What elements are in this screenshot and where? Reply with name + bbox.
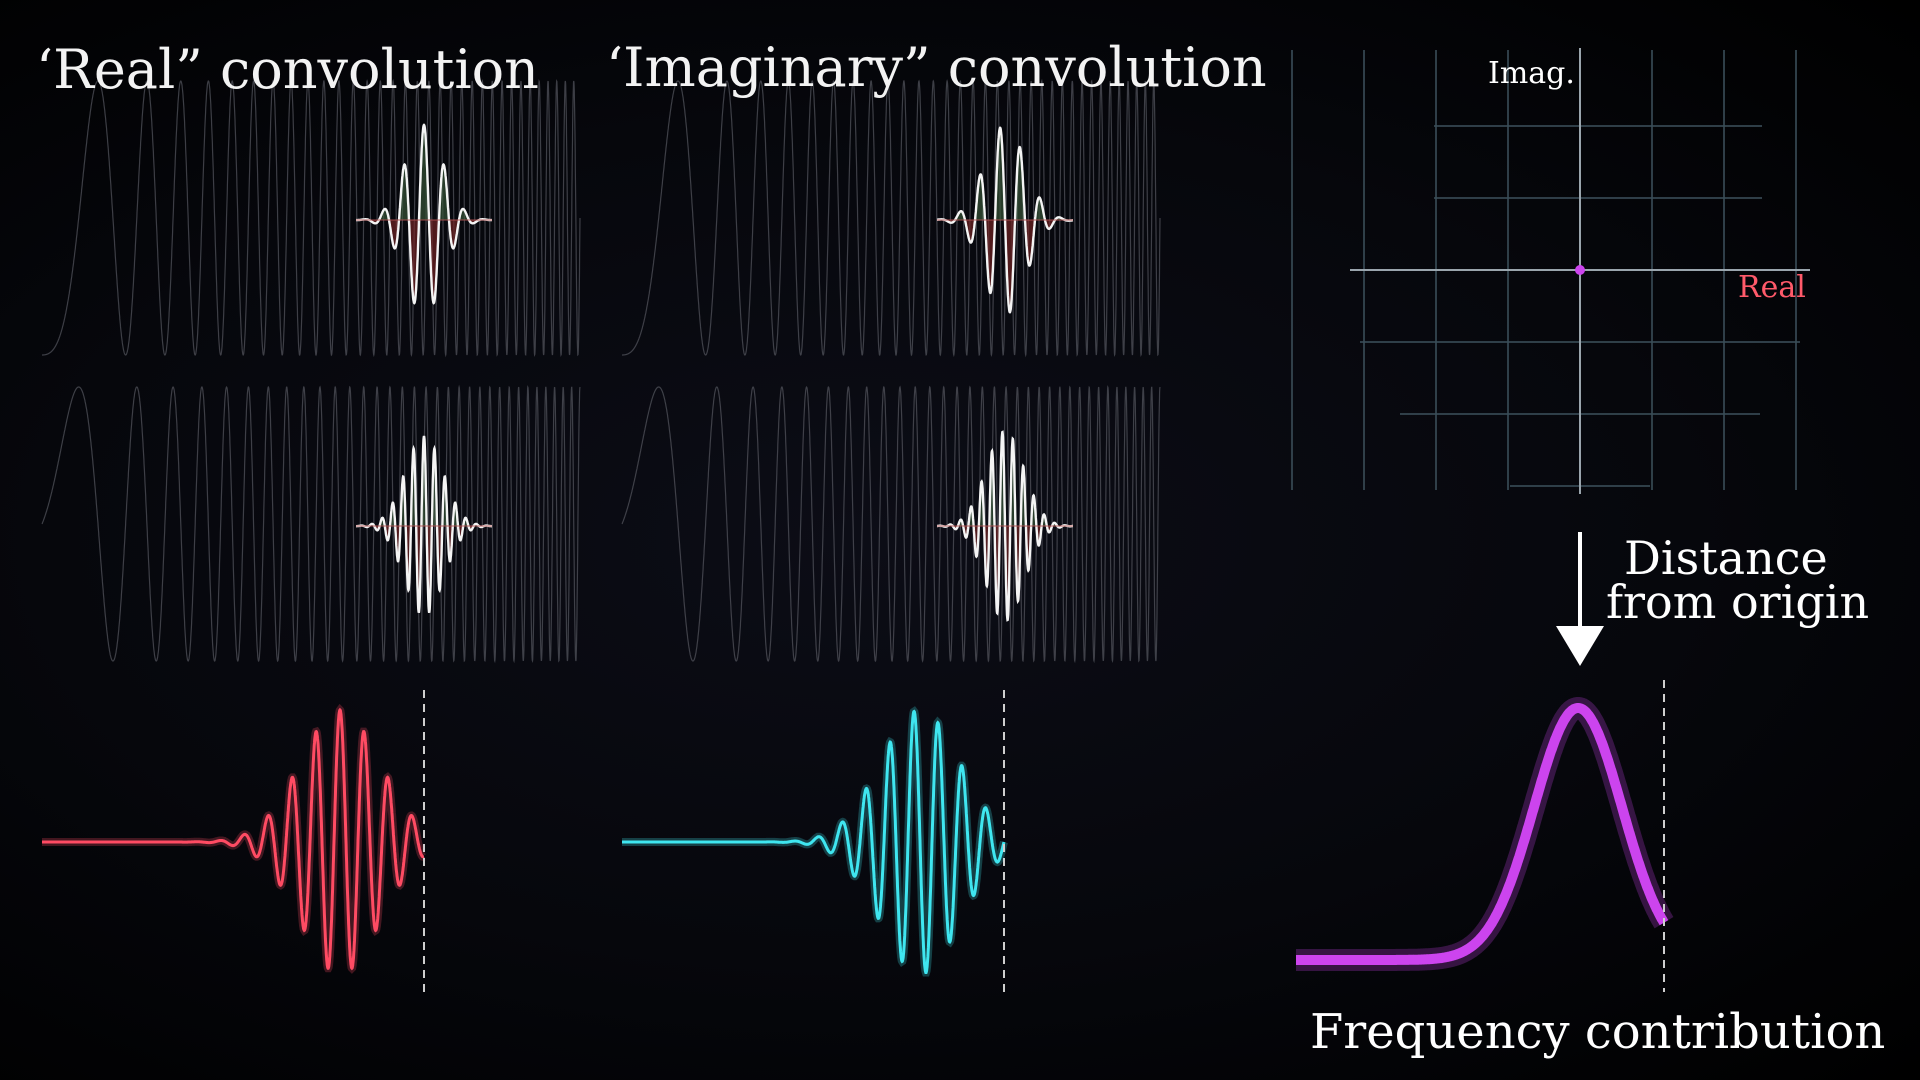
imaginary-convolution-output: [622, 709, 1006, 974]
chirp-waves: [41, 78, 1161, 664]
imag-axis-label: Imag.: [1488, 56, 1575, 91]
chirp-wave-imag-top: [622, 78, 1161, 358]
complex-plane-grid: [1291, 48, 1810, 494]
real-convolution-output: [42, 707, 425, 971]
product-wavelet-imag-bottom: [936, 430, 1074, 622]
product-wavelet-real-bottom: [356, 435, 492, 614]
product-wavelet-real-top: [356, 123, 492, 305]
product-wavelet-imag-top: [936, 126, 1074, 314]
real-convolution-title: ‘Real” convolution: [36, 38, 539, 101]
convolution-outputs: [42, 680, 1674, 992]
chirp-wave-real-bottom: [41, 384, 581, 664]
frequency-contribution-curve: [1296, 703, 1669, 965]
imaginary-convolution-title: ‘Imaginary” convolution: [606, 36, 1267, 99]
real-axis-label: Real: [1738, 270, 1806, 305]
chirp-wave-imag-bottom: [621, 385, 1161, 664]
distance-label-line1: Distance: [1624, 531, 1828, 585]
product-wavelets: [356, 123, 1074, 622]
chirp-wave-real-top: [42, 78, 581, 358]
arrow-down-icon: [1556, 532, 1604, 666]
origin-dot-icon: [1575, 265, 1585, 275]
frequency-contribution-label: Frequency contribution: [1310, 1004, 1886, 1060]
distance-label-line2: from origin: [1606, 575, 1870, 629]
